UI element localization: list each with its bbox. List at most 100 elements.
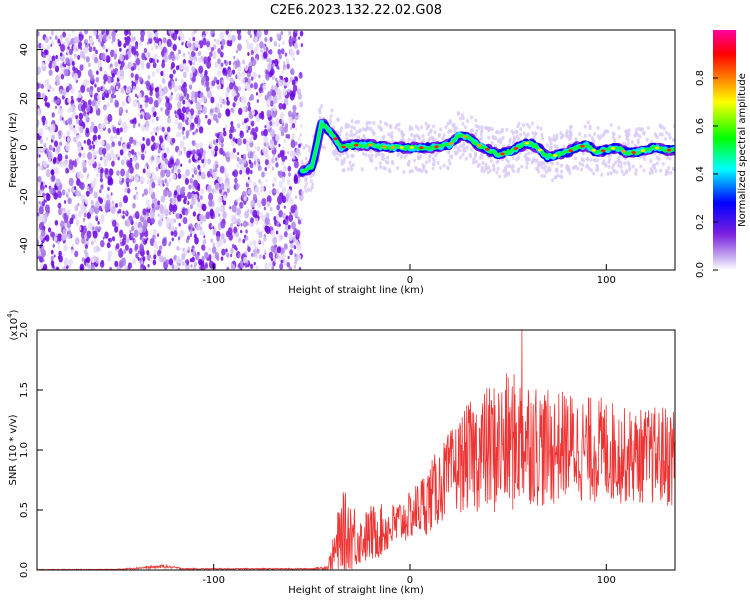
noise-cell [190,122,195,130]
noise-cell [230,247,234,254]
noise-cell [184,107,187,111]
noise-cell [102,87,105,92]
signal-halo-cell [416,126,420,131]
noise-cell [185,130,190,137]
noise-cell [140,64,145,70]
noise-cell [237,86,242,92]
noise-cell [99,247,102,252]
noise-cell [153,254,157,260]
noise-cell [280,75,283,80]
signal-halo-cell [486,126,490,131]
noise-cell [188,225,191,230]
colorbar-tick-label: 0.2 [695,214,706,230]
signal-halo-cell [404,153,408,158]
noise-cell [271,109,277,118]
noise-cell [50,255,54,262]
noise-cell [264,36,268,43]
noise-cell [202,106,207,114]
signal-halo-cell [472,160,476,165]
noise-cell [269,100,274,107]
noise-cell [159,245,162,250]
noise-cell [245,235,249,241]
noise-cell [130,66,134,72]
noise-cell [244,262,248,268]
signal-halo-cell [439,165,443,170]
noise-cell [185,263,190,270]
noise-cell [191,167,195,173]
y-tick-label: -40 [19,237,30,253]
noise-cell [275,120,280,127]
noise-cell [68,258,73,266]
noise-cell [287,224,291,230]
noise-cell [232,147,236,154]
noise-cell [194,261,198,267]
noise-cell [118,248,122,256]
signal-halo-cell [609,123,613,128]
signal-halo-cell [596,125,600,130]
noise-cell [129,230,132,234]
signal-halo-cell [402,169,406,174]
noise-cell [264,94,269,101]
noise-cell [219,31,225,40]
noise-cell [300,43,304,48]
signal-halo-cell [414,165,418,170]
noise-cell [138,112,141,117]
signal-halo-cell [547,136,551,141]
noise-cell [182,63,187,71]
signal-halo-cell [361,127,365,132]
noise-cell [43,142,47,148]
signal-halo-cell [407,137,411,142]
noise-cell [294,30,299,34]
noise-cell [151,106,156,113]
signal-halo-cell [378,161,382,166]
noise-cell [173,189,178,196]
noise-cell [217,58,221,65]
noise-cell [280,259,284,264]
noise-cell [45,193,51,202]
noise-cell [277,233,283,242]
signal-peak-cell [631,151,636,154]
noise-cell [104,89,108,94]
noise-cell [249,151,254,159]
noise-cell [83,101,88,109]
signal-halo-cell [490,141,494,146]
noise-cell [288,172,291,177]
noise-cell [273,177,277,183]
noise-cell [201,256,205,262]
signal-halo-cell [612,169,616,174]
noise-cell [109,134,114,142]
noise-cell [221,79,225,85]
signal-halo-cell [603,162,607,167]
signal-halo-cell [494,136,498,141]
noise-cell [37,182,40,187]
noise-cell [66,130,71,137]
noise-cell [139,104,143,109]
signal-halo-cell [589,158,593,163]
noise-cell [126,160,132,168]
signal-halo-cell [338,153,342,158]
noise-cell [187,118,192,125]
noise-cell [194,117,199,125]
noise-cell [255,228,260,235]
noise-cell [269,143,273,149]
noise-cell [133,139,137,146]
signal-halo-cell [431,166,435,171]
noise-cell [177,123,181,128]
signal-halo-cell [555,167,559,172]
noise-cell [80,84,86,94]
noise-cell [121,100,126,107]
signal-halo-cell [370,129,374,134]
noise-cell [92,46,96,52]
noise-cell [95,217,99,222]
noise-cell [118,259,124,269]
noise-cell [147,263,150,268]
signal-halo-cell [344,125,348,130]
noise-cell [221,38,226,46]
noise-cell [220,44,224,50]
noise-cell [40,83,44,89]
noise-cell [253,261,256,266]
noise-cell [158,115,161,119]
noise-cell [52,243,55,248]
noise-cell [37,189,42,196]
signal-halo-cell [646,126,650,131]
